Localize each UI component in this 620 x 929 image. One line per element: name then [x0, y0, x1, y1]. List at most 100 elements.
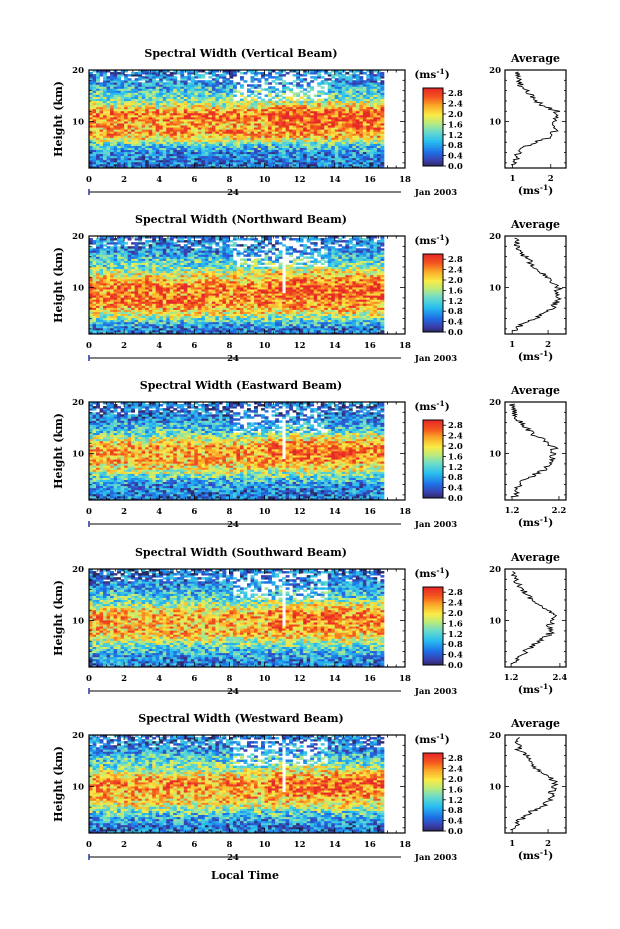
heatmap-cell — [117, 147, 121, 151]
heatmap-cell — [138, 155, 143, 159]
heatmap-cell — [215, 129, 220, 132]
heatmap-cell — [345, 161, 350, 165]
heatmap-cell — [141, 135, 146, 138]
heatmap-cell — [208, 131, 213, 134]
heatmap-cell — [106, 149, 111, 153]
heatmap-cell — [194, 155, 199, 159]
heatmap-cell — [345, 163, 350, 167]
heatmap-cell — [278, 94, 283, 97]
heatmap-cell — [341, 137, 346, 140]
heatmap-cell — [141, 133, 146, 136]
heatmap-cell — [159, 129, 164, 132]
heatmap-cell — [141, 151, 146, 155]
heatmap-cell — [254, 121, 258, 124]
heatmap-cell — [103, 143, 107, 146]
heatmap-cell — [204, 131, 209, 134]
heatmap-cell — [275, 114, 279, 118]
heatmap-cell — [268, 157, 272, 161]
heatmap-cell — [180, 141, 185, 144]
unit-base: (ms — [414, 69, 436, 81]
heatmap-cell — [271, 127, 276, 130]
heatmap-cell — [180, 149, 185, 153]
heatmap-cell — [366, 151, 371, 155]
heatmap-cell — [345, 151, 350, 155]
heatmap-cell — [313, 161, 318, 165]
heatmap-cell — [127, 116, 132, 120]
heatmap-cell — [324, 145, 329, 148]
heatmap-cell — [327, 133, 332, 136]
heatmap-cell — [117, 114, 121, 118]
heatmap-cell — [183, 125, 188, 128]
heatmap-cell — [345, 123, 350, 126]
heatmap-cell — [208, 121, 213, 124]
heatmap-cell — [204, 163, 209, 167]
heatmap-cell — [152, 141, 157, 144]
heatmap-cell — [366, 147, 371, 151]
heatmap-cell — [229, 147, 234, 151]
heatmap-cell — [292, 74, 297, 77]
heatmap-cell — [327, 129, 332, 132]
heatmap-cell — [327, 137, 332, 140]
heatmap-cell — [338, 147, 343, 151]
colorbar-tick-label: 2.8 — [448, 89, 463, 99]
heatmap-cell — [306, 82, 311, 85]
heatmap-cell — [176, 80, 181, 83]
heatmap-cell — [362, 125, 367, 128]
heatmap-cell — [152, 155, 157, 159]
heatmap-cell — [345, 165, 350, 169]
heatmap-cell — [173, 119, 178, 122]
x-tick-label: 8 — [226, 175, 232, 185]
heatmap-cell — [145, 129, 150, 132]
heatmap-cell — [218, 123, 223, 126]
heatmap-cell — [127, 147, 132, 151]
heatmap-cell — [208, 80, 213, 83]
heatmap-cell — [327, 119, 332, 122]
heatmap-cell — [96, 114, 100, 118]
heatmap-cell — [113, 125, 118, 128]
heatmap-cell — [141, 119, 146, 122]
heatmap-cell — [261, 143, 265, 146]
heatmap-cell — [127, 112, 132, 116]
heatmap-cell — [103, 119, 107, 122]
heatmap-cell — [99, 82, 104, 85]
heatmap-cell — [218, 116, 223, 120]
heatmap-cell — [159, 147, 164, 151]
heatmap-cell — [120, 121, 125, 124]
heatmap-cell — [289, 127, 294, 130]
heatmap-cell — [131, 135, 136, 138]
heatmap-cell — [362, 116, 367, 120]
heatmap-cell — [215, 141, 220, 144]
heatmap-cell — [92, 139, 97, 142]
heatmap-cell — [268, 133, 272, 136]
heatmap-cell — [103, 139, 107, 142]
heatmap-cell — [352, 159, 357, 163]
heatmap-cell — [96, 116, 100, 120]
heatmap-cell — [310, 133, 315, 136]
heatmap-cell — [211, 157, 216, 161]
heatmap-cell — [162, 153, 167, 157]
x-tick-label: 16 — [364, 175, 376, 185]
heatmap-cell — [173, 125, 178, 128]
heatmap-cell — [334, 155, 339, 159]
heatmap-cell — [134, 157, 139, 161]
heatmap-cell — [211, 114, 216, 118]
heatmap-cell — [250, 137, 255, 140]
heatmap-cell — [211, 116, 216, 120]
heatmap-cell — [106, 125, 111, 128]
heatmap-cell — [313, 159, 318, 163]
heatmap-cell — [268, 151, 272, 155]
heatmap-cell — [99, 163, 104, 167]
heatmap-cell — [110, 161, 114, 165]
heatmap-cell — [166, 157, 171, 161]
heatmap-cell — [317, 82, 322, 85]
heatmap-cell — [334, 165, 339, 169]
heatmap-cell — [180, 116, 185, 120]
heatmap-cell — [250, 129, 255, 132]
heatmap-cell — [176, 133, 181, 136]
heatmap-cell — [110, 129, 114, 132]
heatmap-cell — [250, 151, 255, 155]
heatmap-cell — [162, 161, 167, 165]
heatmap-cell — [96, 149, 100, 153]
heatmap-cell — [138, 147, 143, 151]
heatmap-cell — [341, 123, 346, 126]
